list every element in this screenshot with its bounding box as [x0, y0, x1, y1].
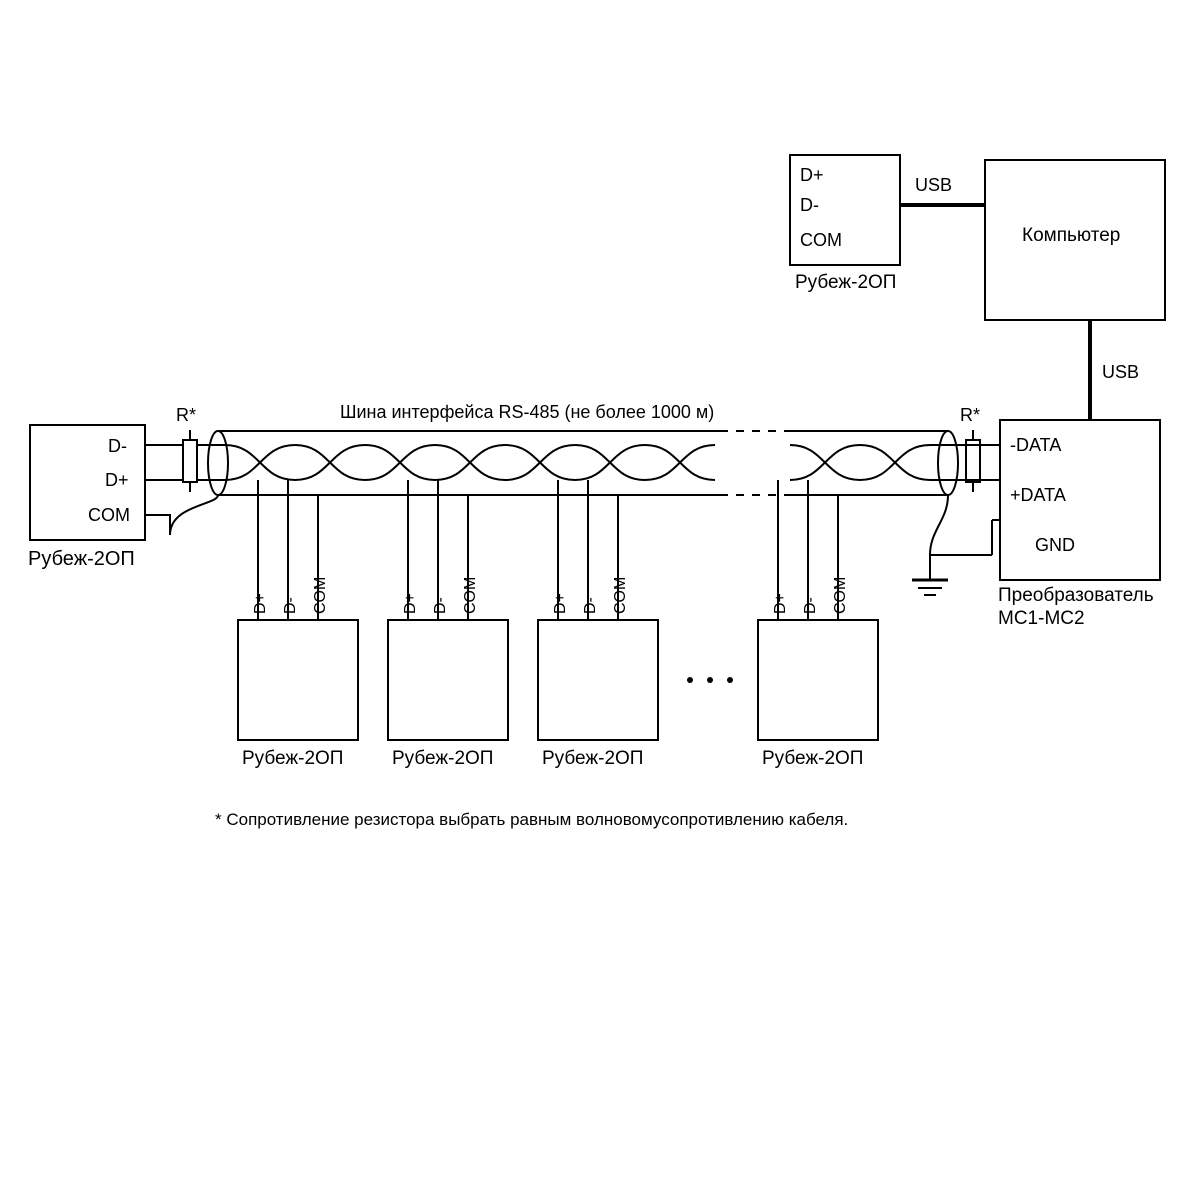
left-pin-dminus: D-	[108, 436, 127, 457]
drop1-com: COM	[312, 577, 330, 614]
usb-label-bottom: USB	[1102, 362, 1139, 383]
twisted-wire-b-1	[225, 445, 715, 480]
top-node-label: Рубеж-2ОП	[795, 272, 896, 294]
conv-pin-gnd: GND	[1035, 535, 1075, 556]
drop3-dm: D-	[582, 597, 600, 614]
top-pin-com: COM	[800, 230, 842, 251]
usb-label-top: USB	[915, 175, 952, 196]
left-resistor-label: R*	[176, 405, 196, 426]
conv-pin-plusdata: +DATA	[1010, 485, 1066, 506]
bus-shield-left-cap	[208, 431, 228, 495]
left-resistor	[183, 440, 197, 482]
drop4-dp: D+	[772, 593, 790, 614]
left-node-label: Рубеж-2ОП	[28, 548, 135, 571]
drop3-label: Рубеж-2ОП	[542, 748, 643, 770]
drop2-dm: D-	[432, 597, 450, 614]
drop4-dm: D-	[802, 597, 820, 614]
drop4-label: Рубеж-2ОП	[762, 748, 863, 770]
top-pin-dminus: D-	[800, 195, 819, 216]
drop4-com: COM	[832, 577, 850, 614]
drop2-dp: D+	[402, 593, 420, 614]
conv-label-2: МС1-МС2	[998, 608, 1085, 630]
right-resistor-label: R*	[960, 405, 980, 426]
drop1-dp: D+	[252, 593, 270, 614]
drop2-label: Рубеж-2ОП	[392, 748, 493, 770]
drop-ellipsis	[687, 677, 733, 683]
conv-label-1: Преобразователь	[998, 585, 1154, 607]
left-pin-com: COM	[88, 505, 130, 526]
bus-title: Шина интерфейса RS-485 (не более 1000 м)	[340, 402, 714, 423]
top-pin-dplus: D+	[800, 165, 824, 186]
drop3-com: COM	[612, 577, 630, 614]
left-pin-dplus: D+	[105, 470, 129, 491]
footnote: * Сопротивление резистора выбрать равным…	[215, 810, 848, 830]
right-resistor	[966, 440, 980, 482]
computer-label: Компьютер	[1022, 225, 1120, 247]
diagram-canvas: Шина интерфейса RS-485 (не более 1000 м)…	[0, 0, 1200, 1200]
drop3-dp: D+	[552, 593, 570, 614]
conv-pin-minusdata: -DATA	[1010, 435, 1061, 456]
bus-shield-right-cap	[938, 431, 958, 495]
drop1-dm: D-	[282, 597, 300, 614]
drop2-com: COM	[462, 577, 480, 614]
drop1-label: Рубеж-2ОП	[242, 748, 343, 770]
